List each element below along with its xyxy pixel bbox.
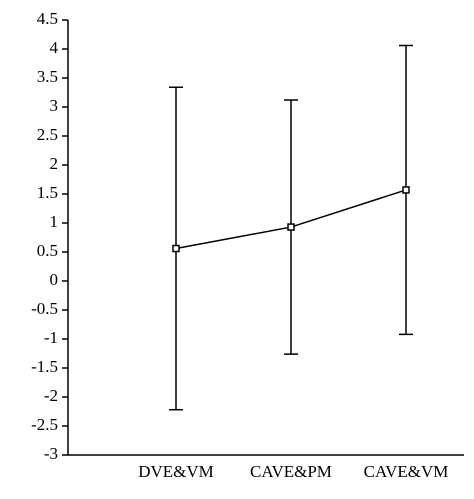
marker bbox=[402, 186, 410, 194]
y-tick-label: 2 bbox=[50, 154, 59, 173]
x-tick-label: DVE&VM bbox=[138, 462, 214, 481]
y-tick-label: 0.5 bbox=[37, 241, 58, 260]
y-tick-label: 4.5 bbox=[37, 9, 58, 28]
y-tick-label: -1.5 bbox=[31, 357, 58, 376]
y-tick-label: 0 bbox=[50, 270, 59, 289]
y-tick-label: 4 bbox=[50, 38, 59, 57]
y-tick-label: -2.5 bbox=[31, 415, 58, 434]
y-tick-label: -2 bbox=[44, 386, 58, 405]
y-tick-label: 3 bbox=[50, 96, 59, 115]
y-tick-label: 1 bbox=[50, 212, 59, 231]
marker bbox=[172, 244, 180, 253]
y-tick-label: 2.5 bbox=[37, 125, 58, 144]
x-tick-label: CAVE&VM bbox=[364, 462, 449, 481]
x-tick-label: CAVE&PM bbox=[250, 462, 332, 481]
y-tick-label: -3 bbox=[44, 444, 58, 463]
y-tick-label: -0.5 bbox=[31, 299, 58, 318]
y-tick-label: 3.5 bbox=[37, 67, 58, 86]
y-tick-label: -1 bbox=[44, 328, 58, 347]
y-tick-label: 1.5 bbox=[37, 183, 58, 202]
marker bbox=[287, 223, 295, 231]
